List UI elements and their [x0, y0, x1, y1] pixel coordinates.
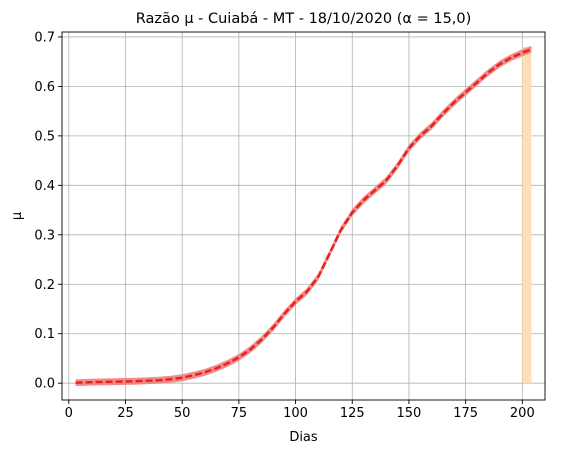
x-tick-label: 125 — [340, 406, 365, 421]
x-tick-label: 200 — [510, 406, 535, 421]
x-tick-label: 75 — [231, 406, 248, 421]
y-axis-label: μ — [10, 212, 25, 220]
x-tick-label: 0 — [65, 406, 73, 421]
y-tick-label: 0.3 — [34, 228, 55, 243]
y-ticks: 0.0 0.1 0.2 0.3 0.4 0.5 0.6 0.7 — [34, 30, 62, 392]
series-layer — [75, 45, 532, 387]
x-tick-label: 25 — [117, 406, 134, 421]
plot-frame — [61, 31, 546, 401]
shaded-region-layer — [522, 46, 532, 384]
y-tick-label: 0.6 — [34, 80, 55, 95]
y-tick-label: 0.1 — [34, 327, 55, 342]
y-tick-label: 0.0 — [34, 377, 55, 392]
x-tick-label: 50 — [174, 406, 191, 421]
y-tick-label: 0.5 — [34, 129, 55, 144]
shaded-region — [522, 46, 532, 384]
x-axis-label: Dias — [289, 430, 318, 445]
series-line — [75, 48, 532, 384]
x-ticks: 0 25 50 75 100 125 150 175 200 — [65, 400, 535, 421]
series-band — [75, 45, 532, 387]
y-tick-label: 0.2 — [34, 278, 55, 293]
y-tick-label: 0.4 — [34, 179, 55, 194]
x-tick-label: 175 — [453, 406, 478, 421]
y-tick-label: 0.7 — [34, 30, 55, 45]
chart-title: Razão μ - Cuiabá - MT - 18/10/2020 (α = … — [136, 11, 472, 27]
x-tick-label: 150 — [397, 406, 422, 421]
x-tick-label: 100 — [283, 406, 308, 421]
